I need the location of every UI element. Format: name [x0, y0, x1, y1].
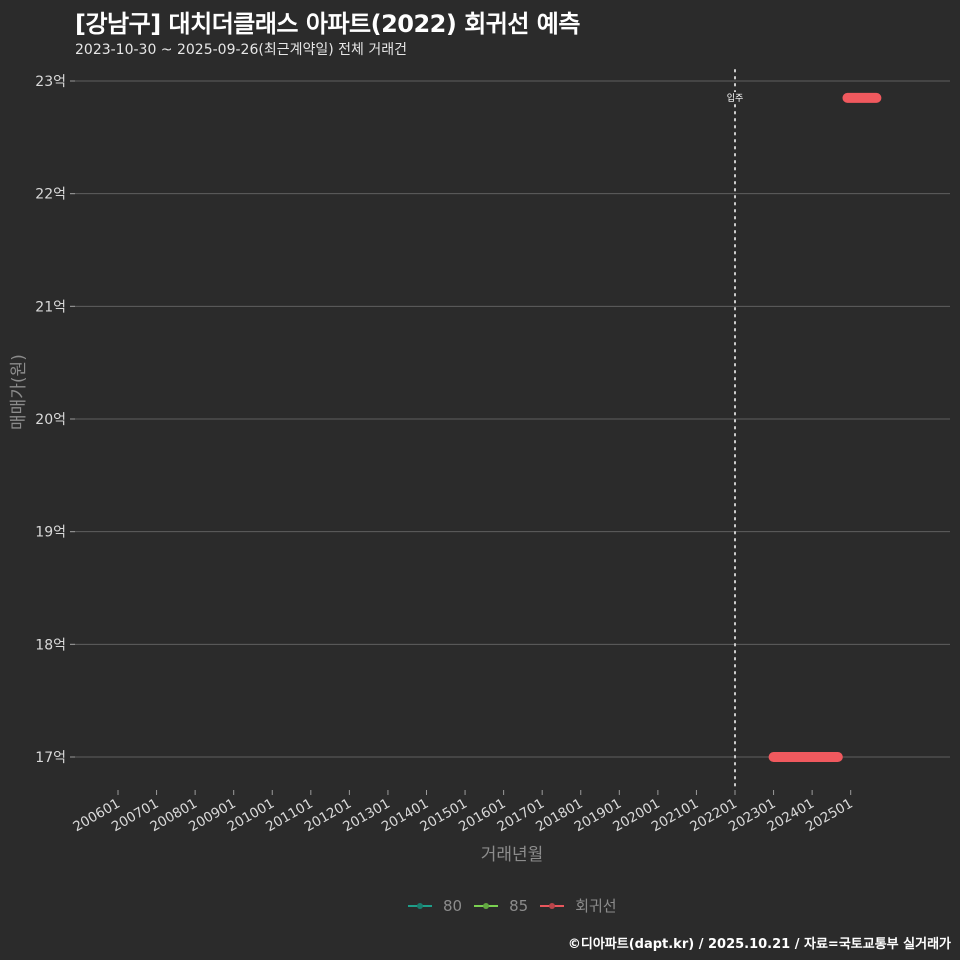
chart-subtitle: 2023-10-30 ~ 2025-09-26(최근계약일) 전체 거래건 [75, 42, 407, 58]
x-axis-ticks: 2006012007012008012009012010012011012012… [70, 790, 856, 835]
legend-item-80: 80 [408, 897, 462, 915]
y-tick-label: 18억 [35, 637, 66, 653]
y-tick-label: 19억 [35, 525, 66, 541]
x-axis-label: 거래년월 [481, 845, 544, 865]
y-tick-label: 23억 [35, 74, 66, 90]
chart-title: [강남구] 대치더클래스 아파트(2022) 회귀선 예측 [75, 10, 580, 38]
legend-swatch-85 [474, 904, 499, 907]
legend-item-85: 85 [474, 897, 528, 915]
footer-credit: ©디아파트(dapt.kr) / 2025.10.21 / 자료=국토교통부 실… [567, 937, 951, 952]
y-tick-label: 21억 [35, 299, 66, 315]
y-tick-label: 20억 [35, 412, 66, 428]
y-axis-ticks: 17억 18억 19억 20억 21억 22억 23억 [35, 74, 75, 766]
legend-swatch-regression [540, 904, 565, 907]
y-axis-label: 매매가(원) [9, 354, 29, 430]
legend: 80 85 회귀선 [408, 895, 629, 916]
y-tick-label: 22억 [35, 187, 66, 203]
move-in-label: 입주 [727, 92, 744, 104]
legend-swatch-80 [408, 904, 432, 907]
regression-series [768, 92, 882, 762]
y-tick-label: 17억 [35, 750, 66, 766]
gridlines [70, 80, 950, 758]
legend-item-regression: 회귀선 [540, 895, 617, 916]
